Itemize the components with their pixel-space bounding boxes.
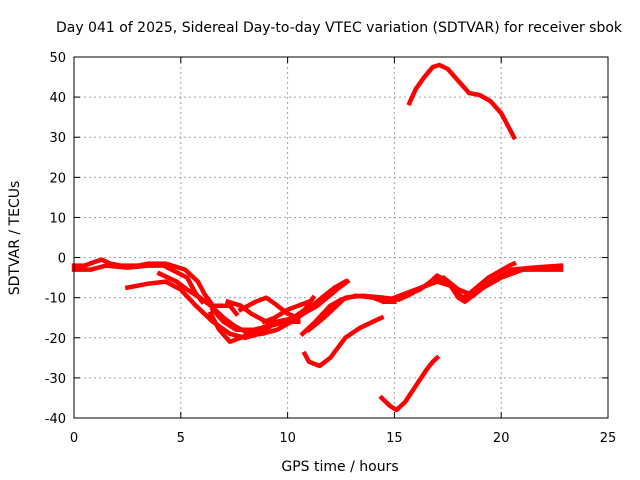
series-track-13: [378, 354, 441, 413]
series-track-12: [301, 314, 385, 369]
series-track-8: [237, 295, 302, 321]
y-tick-label: -30: [45, 372, 66, 387]
y-tick-label: -40: [45, 412, 66, 427]
chart-title: Day 041 of 2025, Sidereal Day-to-day VTE…: [56, 20, 623, 36]
x-tick-label: 15: [386, 431, 403, 446]
x-axis-label: GPS time / hours: [281, 459, 398, 475]
y-tick-label: 40: [49, 91, 66, 106]
y-tick-label: 30: [49, 131, 66, 146]
y-tick-label: 50: [49, 51, 66, 66]
series-track-2: [71, 263, 206, 305]
x-tick-label: 20: [493, 431, 510, 446]
axis-ticks: 0 5 10 15 20 25 -40 -30 -20 -10 0 10 20 30 40 50: [45, 51, 617, 446]
x-tick-label: 10: [279, 431, 296, 446]
plot-frame: [73, 56, 609, 419]
data-series: [71, 62, 564, 413]
series-track-6: [207, 278, 351, 345]
series-track-16: [402, 260, 517, 297]
y-tick-label: -10: [45, 292, 66, 307]
series-track-4: [156, 270, 313, 337]
y-tick-label: 20: [49, 171, 66, 186]
y-tick-label: -20: [45, 332, 66, 347]
y-tick-label: 0: [58, 252, 66, 267]
series-track-9: [261, 298, 312, 325]
y-axis-label: SDTVAR / TECUs: [7, 181, 23, 296]
series-track-17: [406, 62, 518, 141]
x-tick-label: 5: [177, 431, 185, 446]
x-tick-label: 25: [600, 431, 617, 446]
x-tick-label: 0: [70, 431, 78, 446]
y-tick-label: 10: [49, 211, 66, 226]
